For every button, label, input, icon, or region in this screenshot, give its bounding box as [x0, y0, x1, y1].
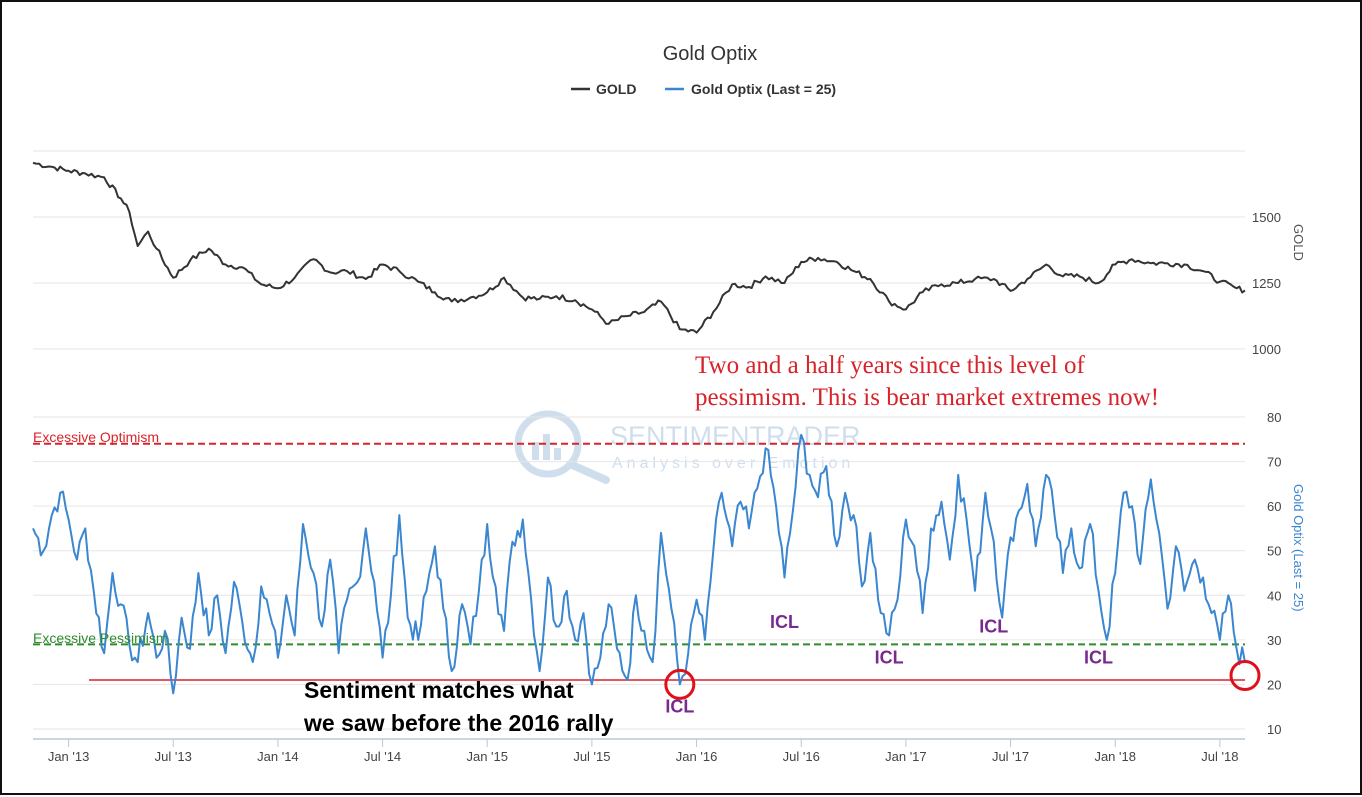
headline-annotation-line1: Two and a half years since this level of — [695, 352, 1085, 379]
x-tick-label: Jul '14 — [364, 749, 401, 764]
gold-axis-title: GOLD — [1291, 224, 1306, 261]
excessive-optimism-label: Excessive Optimism — [33, 429, 159, 445]
icl-label: ICL — [979, 616, 1008, 636]
highlight-circles — [664, 660, 1261, 700]
watermark-brand: SENTIMENTRADER — [610, 421, 861, 451]
optix-y-tick-label: 50 — [1267, 544, 1281, 559]
optix-y-tick-label: 30 — [1267, 633, 1281, 648]
x-tick-label: Jul '13 — [155, 749, 192, 764]
optix-y-tick-label: 80 — [1267, 410, 1281, 425]
icl-label: ICL — [665, 697, 694, 717]
x-tick-label: Jan '14 — [257, 749, 299, 764]
icl-label: ICL — [875, 648, 904, 668]
x-tick-label: Jan '15 — [466, 749, 508, 764]
optix-series-line — [32, 433, 1246, 695]
gold-y-tick-label: 1250 — [1252, 276, 1281, 291]
x-tick-label: Jan '13 — [48, 749, 90, 764]
gold-y-axis: 1000 1250 1500 — [1252, 210, 1281, 357]
x-tick-label: Jul '15 — [573, 749, 610, 764]
optix-axis-title: Gold Optix (Last = 25) — [1291, 484, 1306, 612]
highlight-circle — [1229, 660, 1261, 692]
optix-y-tick-label: 70 — [1267, 455, 1281, 470]
icl-labels: ICL ICL ICL ICL ICL — [665, 612, 1113, 717]
sentiment-note-line1: Sentiment matches what — [304, 677, 574, 703]
icl-label: ICL — [1084, 648, 1113, 668]
headline-annotation-line2: pessimism. This is bear market extremes … — [695, 384, 1159, 411]
icl-label: ICL — [770, 612, 799, 632]
x-tick-label: Jul '18 — [1201, 749, 1238, 764]
x-tick-label: Jul '17 — [992, 749, 1029, 764]
optix-y-axis: 10 20 30 40 50 60 70 80 — [1267, 410, 1281, 737]
chart-title: Gold Optix — [663, 43, 757, 65]
watermark-bar — [532, 442, 539, 460]
reference-lines — [33, 442, 1245, 681]
highlight-circle — [664, 668, 696, 700]
x-axis: Jan '13 Jul '13 Jan '14 Jul '14 Jan '15 Jul '… — [33, 738, 1245, 764]
gold-series-line — [32, 161, 1246, 334]
watermark-magnifier-handle — [566, 460, 610, 484]
x-tick-label: Jan '18 — [1094, 749, 1136, 764]
watermark-tagline: Analysis over Emotion — [612, 455, 854, 472]
legend-item-gold[interactable]: GOLD — [571, 81, 636, 97]
legend-optix-label: Gold Optix (Last = 25) — [691, 81, 836, 97]
optix-y-tick-label: 40 — [1267, 588, 1281, 603]
legend-item-optix[interactable]: Gold Optix (Last = 25) — [665, 81, 836, 97]
watermark-bar — [554, 448, 561, 460]
x-tick-label: Jan '16 — [676, 749, 718, 764]
optix-y-tick-label: 10 — [1267, 722, 1281, 737]
watermark-bar — [543, 434, 550, 460]
legend: GOLD Gold Optix (Last = 25) — [571, 81, 836, 97]
x-tick-label: Jan '17 — [885, 749, 927, 764]
gold-y-tick-label: 1000 — [1252, 342, 1281, 357]
optix-y-tick-label: 20 — [1267, 677, 1281, 692]
watermark: SENTIMENTRADER Analysis over Emotion — [514, 410, 861, 484]
sentiment-note-line2: we saw before the 2016 rally — [303, 710, 614, 736]
optix-y-tick-label: 60 — [1267, 499, 1281, 514]
excessive-pessimism-label: Excessive Pessimism — [33, 630, 168, 646]
legend-gold-label: GOLD — [596, 81, 636, 97]
gridlines — [33, 150, 1245, 730]
x-tick-label: Jul '16 — [783, 749, 820, 764]
gold-y-tick-label: 1500 — [1252, 210, 1281, 225]
